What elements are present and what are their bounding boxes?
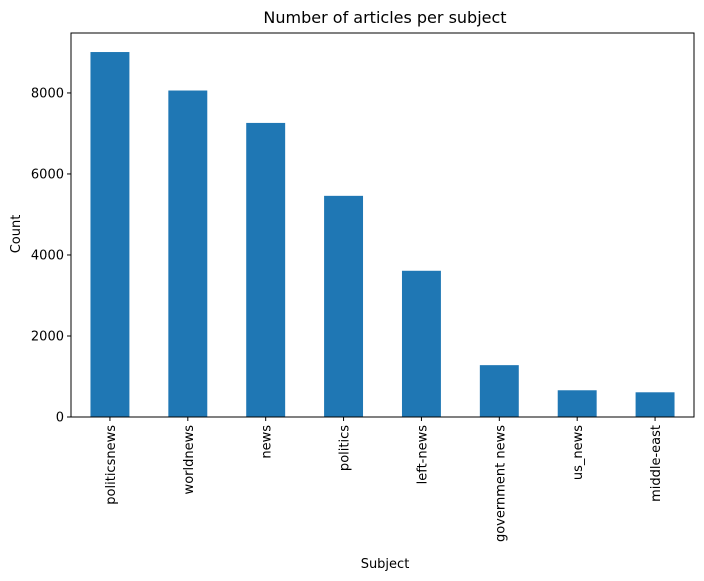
x-axis-label: Subject — [361, 557, 410, 572]
x-tick-label: worldnews — [182, 425, 197, 495]
x-tick-label: news — [260, 425, 275, 459]
bar-middle-east — [635, 392, 675, 417]
y-tick-label: 6000 — [31, 167, 64, 182]
y-tick-label: 8000 — [31, 86, 64, 101]
y-axis: 0 2000 4000 6000 8000 — [31, 86, 71, 426]
bar-us-news — [557, 390, 597, 417]
x-tick-label: left-news — [415, 425, 430, 485]
y-tick-label: 2000 — [31, 329, 64, 344]
plot-frame — [70, 32, 695, 418]
chart-title: Number of articles per subject — [263, 8, 506, 27]
bar-government-news — [479, 365, 519, 417]
y-tick-label: 4000 — [31, 248, 64, 263]
bar-politicsnews — [90, 52, 130, 417]
x-tick-label: politicsnews — [104, 425, 119, 505]
x-axis: politicsnews worldnews news politics left-ne… — [104, 417, 664, 542]
y-tick-label: 0 — [56, 411, 64, 426]
x-tick-label: us_news — [571, 425, 586, 480]
y-axis-label: Count — [9, 215, 24, 254]
x-tick-label: politics — [338, 425, 353, 471]
bar-politics — [324, 195, 364, 417]
x-tick-label: government news — [493, 425, 508, 542]
bar-news — [246, 122, 286, 418]
bars-group — [90, 52, 675, 418]
x-tick-label: middle-east — [649, 425, 664, 502]
bar-worldnews — [168, 90, 208, 418]
bar-left-news — [401, 270, 441, 417]
